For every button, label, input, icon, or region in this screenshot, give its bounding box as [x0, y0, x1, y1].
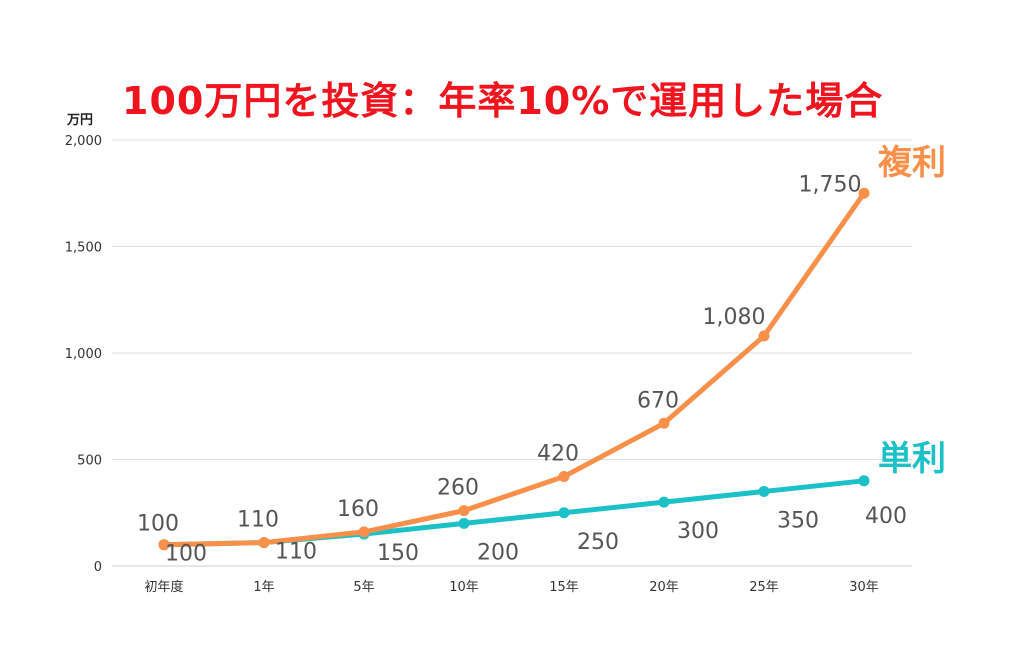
chart-title: 100万円を投資：年率10%で運用した場合 — [122, 79, 884, 123]
data-point — [458, 517, 470, 529]
data-point — [158, 539, 170, 551]
data-point — [558, 471, 570, 483]
series-lines — [158, 187, 870, 551]
data-label: 420 — [537, 442, 579, 467]
x-axis: 初年度 1年 5年 10年 15年 20年 25年 30年 — [144, 579, 878, 595]
series-name-compound: 複利 — [878, 143, 946, 183]
data-label: 670 — [637, 388, 679, 413]
y-tick-label: 0 — [94, 560, 102, 575]
data-point — [658, 496, 670, 508]
data-label: 150 — [377, 541, 419, 566]
x-tick-label: 25年 — [749, 580, 779, 595]
y-tick-label: 500 — [77, 454, 102, 469]
data-point — [258, 537, 270, 549]
x-tick-label: 20年 — [649, 580, 679, 595]
y-axis-unit: 万円 — [66, 113, 93, 128]
grid-lines — [112, 139, 912, 567]
data-label: 300 — [677, 519, 719, 544]
data-point — [558, 507, 570, 519]
data-label: 400 — [865, 504, 907, 529]
data-point — [758, 330, 770, 342]
data-label: 350 — [777, 508, 819, 533]
data-label: 110 — [275, 540, 317, 565]
y-tick-label: 1,000 — [65, 347, 102, 362]
data-label: 1,080 — [703, 305, 766, 330]
data-label: 1,750 — [799, 172, 862, 197]
data-label: 110 — [237, 508, 279, 533]
series-line-0 — [161, 190, 867, 548]
x-tick-label: 10年 — [449, 580, 479, 595]
data-point — [758, 485, 770, 497]
x-tick-label: 5年 — [353, 580, 374, 595]
data-point — [658, 417, 670, 429]
data-label: 160 — [337, 497, 379, 522]
data-label: 250 — [577, 530, 619, 555]
y-tick-label: 2,000 — [65, 134, 102, 149]
y-tick-label: 1,500 — [65, 241, 102, 256]
data-point — [858, 187, 870, 199]
data-label: 100 — [137, 512, 179, 537]
data-label: 260 — [437, 476, 479, 501]
x-tick-label: 30年 — [849, 580, 879, 595]
x-tick-label: 初年度 — [144, 579, 183, 595]
data-point — [858, 475, 870, 487]
data-label: 200 — [477, 540, 519, 565]
y-axis: 0 500 1,000 1,500 2,000 万円 — [65, 113, 102, 575]
data-point — [358, 526, 370, 538]
x-tick-label: 15年 — [549, 580, 579, 595]
data-label: 100 — [165, 542, 207, 567]
series-name-simple: 単利 — [878, 439, 946, 479]
data-labels: 100 110 160 260 420 670 1,080 1,750 100 110 150 200… — [137, 172, 907, 566]
data-point — [458, 505, 470, 517]
x-tick-label: 1年 — [253, 580, 274, 595]
